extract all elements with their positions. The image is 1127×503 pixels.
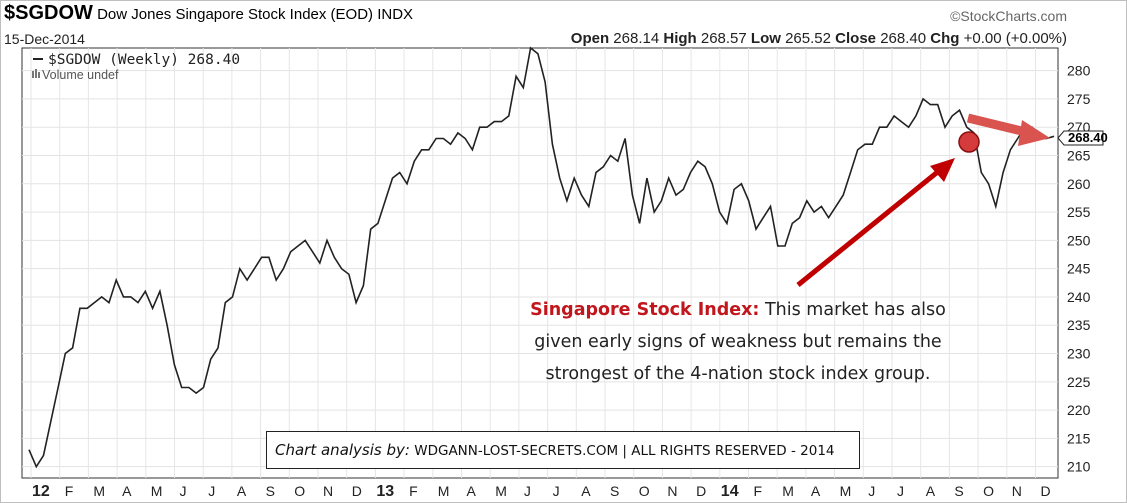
credit-text: WDGANN-LOST-SECRETS.COM | ALL RIGHTS RES… xyxy=(409,443,835,459)
x-axis-labels: 12 F M A M J J A S O N D 13 F M A M J J A S O N D 14 F M A M J J A S O N D xyxy=(32,483,1051,500)
x-tick-label: M xyxy=(495,483,507,499)
annotation-arrow-head xyxy=(930,158,955,182)
x-tick-label: A xyxy=(122,483,132,499)
x-tick-label: F xyxy=(754,483,763,499)
y-tick-label: 235 xyxy=(1067,317,1091,333)
y-tick-label: 275 xyxy=(1067,91,1091,107)
x-tick-label: A xyxy=(811,483,821,499)
trend-arrow-head xyxy=(1018,120,1050,146)
x-tick-label: M xyxy=(782,483,794,499)
x-tick-label: M xyxy=(151,483,163,499)
x-tick-label: M xyxy=(840,483,852,499)
y-tick-label: 215 xyxy=(1067,430,1091,446)
y-axis-labels: 2102152202252302352402452502552602652702… xyxy=(1067,63,1091,475)
x-tick-label: J xyxy=(524,483,531,499)
legend-volume: Volume undef xyxy=(42,68,119,82)
x-tick-label: 14 xyxy=(721,483,739,500)
x-tick-label: O xyxy=(983,483,994,499)
x-tick-label: F xyxy=(409,483,418,499)
x-tick-label: J xyxy=(897,483,904,499)
x-tick-label: N xyxy=(667,483,677,499)
x-tick-label: J xyxy=(553,483,560,499)
index-name: Dow Jones Singapore Stock Index (EOD) xyxy=(97,6,374,23)
x-tick-label: F xyxy=(65,483,74,499)
ohlc-readout: Open 268.14 High 268.57 Low 265.52 Close… xyxy=(570,30,1067,47)
trend-arrow xyxy=(966,113,1032,138)
x-tick-label: A xyxy=(237,483,247,499)
y-tick-label: 265 xyxy=(1067,148,1091,164)
y-tick-label: 280 xyxy=(1067,63,1091,79)
legend-series: $SGDOW (Weekly) 268.40 xyxy=(48,52,240,68)
chart-header: $SGDOW Dow Jones Singapore Stock Index (… xyxy=(4,2,413,25)
exchange: INDX xyxy=(377,6,414,23)
x-tick-label: S xyxy=(266,483,275,499)
x-tick-label: A xyxy=(467,483,477,499)
x-tick-label: M xyxy=(93,483,105,499)
y-tick-label: 220 xyxy=(1067,402,1091,418)
price-line xyxy=(28,46,1055,469)
y-tick-label: 230 xyxy=(1067,346,1091,362)
symbol: $SGDOW xyxy=(4,2,93,24)
x-tick-label: J xyxy=(868,483,875,499)
x-tick-label: M xyxy=(438,483,450,499)
last-price-label: 268.40 xyxy=(1068,130,1108,145)
plot-area xyxy=(21,47,1059,479)
x-tick-label: S xyxy=(954,483,963,499)
x-tick-label: N xyxy=(1012,483,1022,499)
annotation-highlight: Singapore Stock Index: xyxy=(530,300,760,320)
annotation-text: Singapore Stock Index: This market has a… xyxy=(530,300,946,384)
signal-marker xyxy=(958,131,980,153)
x-tick-label: J xyxy=(180,483,187,499)
volume-icon xyxy=(32,71,34,78)
annotation-arrow xyxy=(796,168,942,287)
x-tick-label: 13 xyxy=(376,483,394,500)
y-tick-label: 225 xyxy=(1067,374,1091,390)
y-tick-label: 250 xyxy=(1067,232,1091,248)
y-tick-label: 240 xyxy=(1067,289,1091,305)
x-tick-label: O xyxy=(294,483,305,499)
y-tick-label: 260 xyxy=(1067,176,1091,192)
x-tick-label: O xyxy=(639,483,650,499)
x-tick-label: J xyxy=(208,483,215,499)
last-price-tag: 268.40 xyxy=(1057,130,1108,146)
credit-box: Chart analysis by: WDGANN-LOST-SECRETS.C… xyxy=(266,431,860,469)
x-tick-label: D xyxy=(1041,483,1051,499)
x-tick-label: S xyxy=(610,483,619,499)
legend: $SGDOW (Weekly) 268.40 Volume undef xyxy=(32,52,240,82)
y-tick-label: 245 xyxy=(1067,261,1091,277)
credit-by: Chart analysis by: xyxy=(275,441,410,459)
y-tick-label: 255 xyxy=(1067,204,1091,220)
y-tick-label: 210 xyxy=(1067,459,1091,475)
x-tick-label: A xyxy=(581,483,591,499)
x-tick-label: 12 xyxy=(32,483,50,500)
x-tick-label: A xyxy=(926,483,936,499)
brand-logo[interactable]: ©StockCharts.com xyxy=(950,8,1067,24)
x-tick-label: D xyxy=(352,483,362,499)
x-tick-label: D xyxy=(696,483,706,499)
chart-date: 15-Dec-2014 xyxy=(4,31,85,47)
x-tick-label: N xyxy=(323,483,333,499)
